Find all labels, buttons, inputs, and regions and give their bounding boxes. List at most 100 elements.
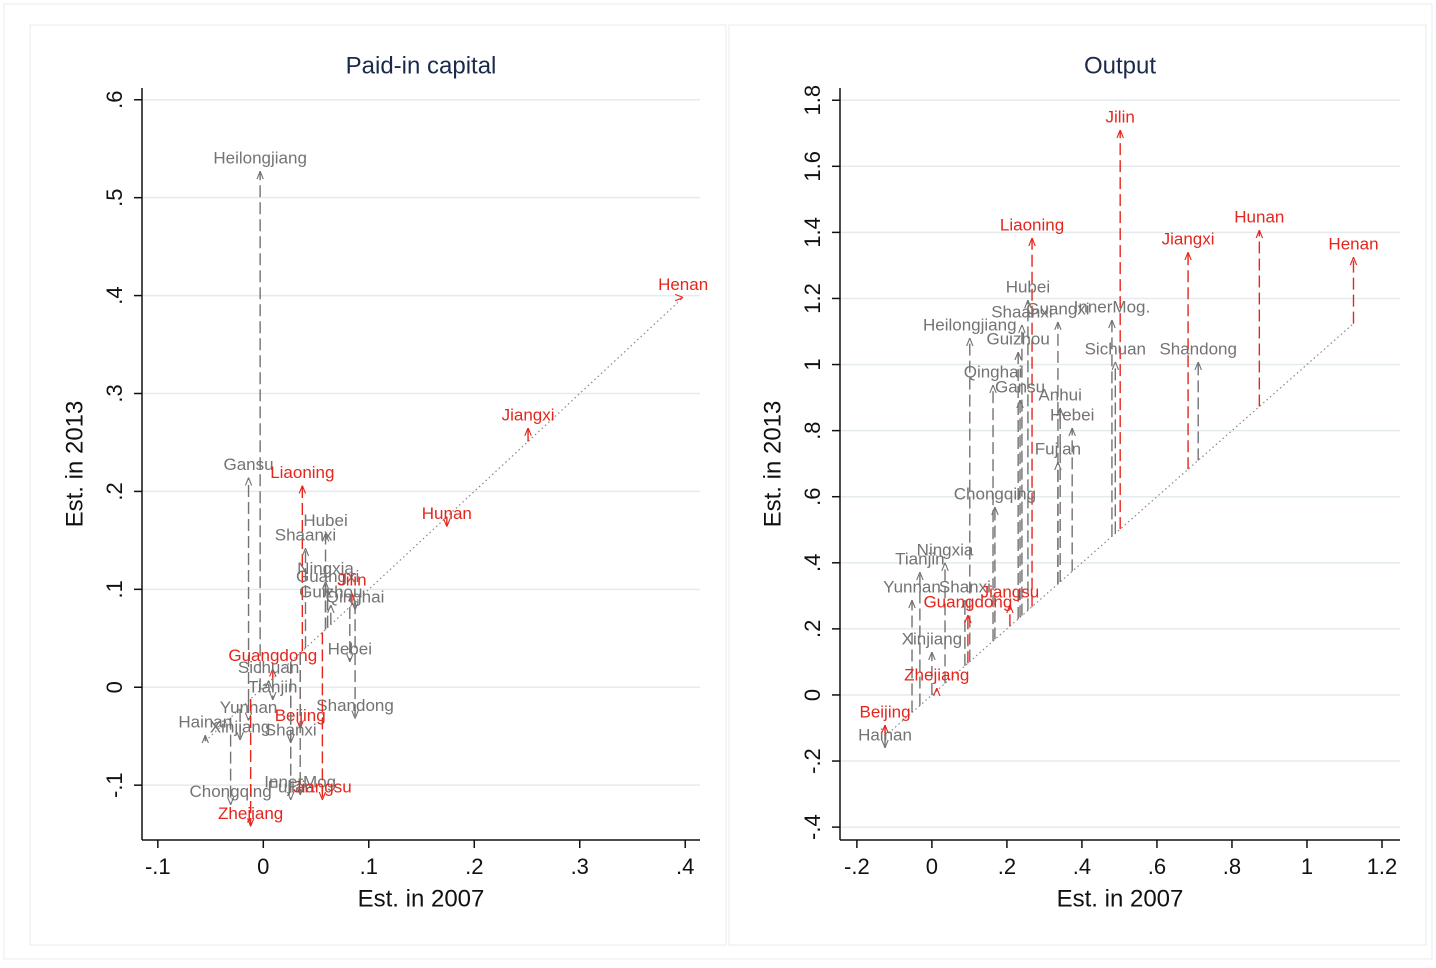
point-label: Xinjiang <box>210 718 271 737</box>
point-label: Gansu <box>223 455 273 474</box>
point-label: Ningxia <box>917 540 974 559</box>
point-label: Hebei <box>1050 405 1094 424</box>
point-label: Liaoning <box>270 463 334 482</box>
y-tick-label: .2 <box>800 620 825 638</box>
point-label: Zhejiang <box>218 804 283 823</box>
point-label: Yunnan <box>883 578 941 597</box>
y-tick-label: 1.4 <box>800 217 825 248</box>
y-tick-label: .4 <box>800 554 825 572</box>
point-label: Tianjin <box>895 550 944 569</box>
point-label: Jiangsu <box>981 583 1040 602</box>
x-tick-label: .2 <box>998 854 1016 879</box>
point-label: Chongqing <box>954 484 1036 503</box>
y-tick-label: .5 <box>102 188 127 206</box>
point-label: Qinghai <box>964 363 1023 382</box>
point-label: Chongqing <box>189 782 271 801</box>
x-tick-label: .6 <box>1148 854 1166 879</box>
point-label: InnerMog. <box>1074 297 1151 316</box>
y-tick-label: -.2 <box>800 748 825 774</box>
x-tick-label: -.2 <box>844 854 870 879</box>
point-label: Jiangsu <box>293 777 352 796</box>
x-tick-label: 0 <box>926 854 938 879</box>
point-label: Jilin <box>1106 107 1135 126</box>
point-label: Beijing <box>859 703 910 722</box>
chart-title: Paid-in capital <box>346 52 497 79</box>
point-label: Shandong <box>1159 339 1237 358</box>
x-tick-label: .3 <box>571 854 589 879</box>
point-label: Fujian <box>268 777 314 796</box>
y-tick-label: .8 <box>800 421 825 439</box>
point-label: Liaoning <box>1000 215 1064 234</box>
point-label: Hebei <box>328 639 372 658</box>
point-label: Shanxi <box>939 578 991 597</box>
point-label: Gansu <box>995 377 1045 396</box>
point-label: Jiangxi <box>1162 230 1215 249</box>
point-label: Shandong <box>316 696 394 715</box>
x-tick-label: .2 <box>465 854 483 879</box>
y-tick-label: .2 <box>102 482 127 500</box>
point-label: Hunan <box>422 504 472 523</box>
y-tick-label: .6 <box>800 488 825 506</box>
point-label: Shaanxi <box>275 526 336 545</box>
y-tick-label: 1.6 <box>800 151 825 182</box>
point-label: Guangdong <box>923 592 1012 611</box>
point-label: Guizhou <box>299 582 362 601</box>
point-label: Hainan <box>178 713 232 732</box>
panel-frame <box>728 24 1427 946</box>
y-tick-label: .6 <box>102 91 127 109</box>
y-tick-label: .3 <box>102 384 127 402</box>
point-label: Jiangxi <box>502 405 555 424</box>
x-tick-label: .4 <box>676 854 694 879</box>
point-label: Hubei <box>1006 278 1050 297</box>
point-label: Tianjin <box>248 677 297 696</box>
y-tick-label: 0 <box>102 681 127 693</box>
x-tick-label: -.1 <box>145 854 171 879</box>
point-label: Fujian <box>1035 440 1081 459</box>
point-label: Zhejiang <box>904 665 969 684</box>
point-label: Xinjiang <box>902 629 963 648</box>
x-axis-title: Est. in 2007 <box>1057 885 1184 912</box>
x-tick-label: .8 <box>1223 854 1241 879</box>
x-axis-title: Est. in 2007 <box>358 885 485 912</box>
point-label: Heilongjiang <box>923 316 1017 335</box>
panel-frame <box>29 24 727 946</box>
point-label: Sichuan <box>238 658 299 677</box>
point-label: InnerMog <box>264 772 336 791</box>
y-tick-label: 1.8 <box>800 85 825 116</box>
y-tick-label: -.4 <box>800 814 825 840</box>
y-tick-label: .4 <box>102 286 127 304</box>
y-tick-label: -.1 <box>102 772 127 798</box>
diagonal <box>884 323 1354 737</box>
point-label: Guangxi <box>1026 299 1089 318</box>
y-axis-title: Est. in 2013 <box>61 401 88 528</box>
x-tick-label: .4 <box>1073 854 1091 879</box>
y-axis-title: Est. in 2013 <box>759 401 786 528</box>
point-label: Qinghai <box>326 587 385 606</box>
y-tick-label: 1.2 <box>800 283 825 314</box>
point-label: Sichuan <box>1085 339 1146 358</box>
y-tick-label: 0 <box>800 689 825 701</box>
point-label: Ningxia <box>297 559 354 578</box>
x-tick-label: 0 <box>257 854 269 879</box>
point-label: Yunnan <box>220 698 278 717</box>
point-label: Hubei <box>303 511 347 530</box>
point-label: Guizhou <box>987 329 1050 348</box>
y-tick-label: .1 <box>102 580 127 598</box>
point-label: Henan <box>1328 235 1378 254</box>
diagonal <box>204 297 684 742</box>
point-label: Shaanxi <box>991 302 1052 321</box>
chart-title: Output <box>1084 52 1156 79</box>
x-tick-label: 1.2 <box>1367 854 1398 879</box>
point-label: Henan <box>658 275 708 294</box>
point-label: Guangxi <box>296 567 359 586</box>
point-label: Anhui <box>1038 386 1081 405</box>
point-label: Heilongjiang <box>213 149 307 168</box>
x-tick-label: 1 <box>1301 854 1313 879</box>
x-tick-label: .1 <box>360 854 378 879</box>
point-label: Hainan <box>858 725 912 744</box>
point-label: Jilin <box>337 571 366 590</box>
point-label: Guangdong <box>228 646 317 665</box>
point-label: Hunan <box>1234 208 1284 227</box>
